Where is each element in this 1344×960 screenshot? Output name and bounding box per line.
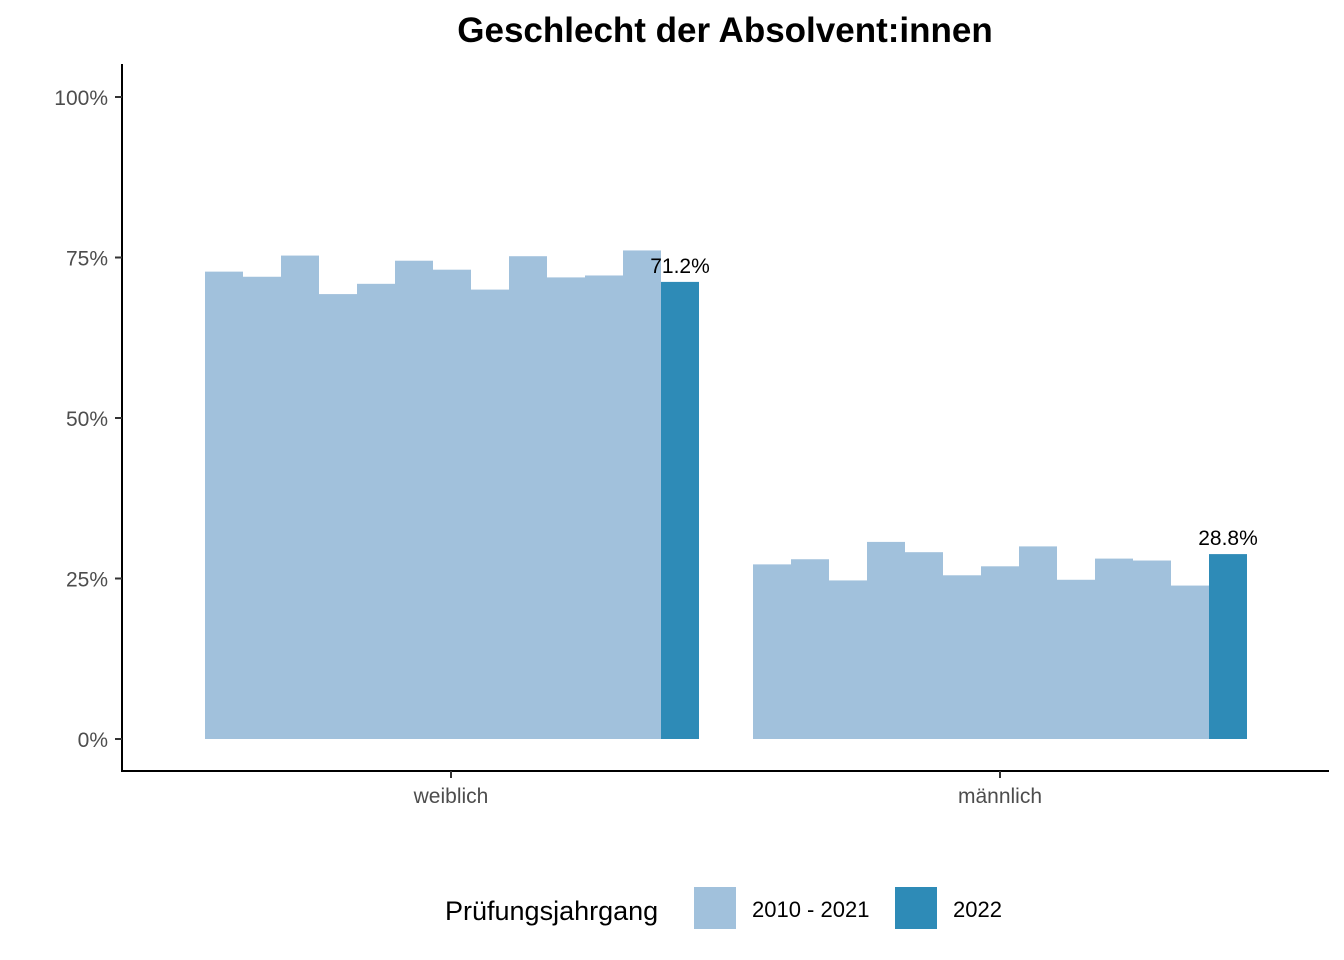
bars: [205, 250, 1247, 740]
bar-weiblich-2022: [661, 281, 699, 739]
legend-label-past: 2010 - 2021: [752, 897, 869, 922]
bar-männlich-2022: [1209, 554, 1247, 739]
bar-weiblich-2011: [243, 276, 281, 739]
legend-title: Prüfungsjahrgang: [445, 896, 658, 926]
legend: Prüfungsjahrgang 2010 - 2021 2022: [445, 887, 1002, 929]
bar-männlich-2013: [867, 541, 905, 739]
bar-weiblich-2019: [547, 277, 585, 739]
bar-weiblich-2012: [281, 255, 319, 739]
bar-weiblich-2010: [205, 271, 243, 739]
y-tick-label: 100%: [54, 87, 108, 110]
y-ticks: 0% 25% 50% 75% 100%: [54, 87, 122, 752]
legend-swatch-current: [895, 887, 937, 929]
bar-männlich-2018: [1057, 579, 1095, 739]
bar-männlich-2014: [905, 552, 943, 739]
chart-title: Geschlecht der Absolvent:innen: [457, 11, 992, 50]
bar-männlich-2020: [1133, 560, 1171, 739]
y-tick-label: 75%: [66, 248, 108, 271]
bar-weiblich-2020: [585, 275, 623, 739]
bar-männlich-2011: [791, 559, 829, 739]
bar-weiblich-2016: [433, 269, 471, 739]
bar-männlich-2010: [753, 564, 791, 739]
legend-label-current: 2022: [953, 897, 1002, 922]
data-labels: 71.2% 28.8%: [650, 255, 1258, 550]
bar-männlich-2017: [1019, 546, 1057, 739]
bar-weiblich-2015: [395, 260, 433, 739]
bar-männlich-2012: [829, 580, 867, 739]
x-tick-label: weiblich: [413, 785, 489, 808]
y-tick-label: 25%: [66, 569, 108, 592]
x-ticks: weiblich männlich: [413, 771, 1042, 808]
legend-swatch-past: [694, 887, 736, 929]
data-label-weiblich: 71.2%: [650, 255, 710, 278]
x-tick-label: männlich: [958, 785, 1042, 808]
data-label-männlich: 28.8%: [1198, 527, 1258, 550]
bar-weiblich-2017: [471, 289, 509, 739]
bar-männlich-2016: [981, 566, 1019, 739]
bar-weiblich-2013: [319, 294, 357, 739]
bar-weiblich-2018: [509, 256, 547, 739]
y-tick-label: 0%: [78, 729, 108, 752]
bar-männlich-2015: [943, 575, 981, 739]
bar-männlich-2019: [1095, 558, 1133, 739]
bar-weiblich-2021: [623, 250, 661, 740]
bar-männlich-2021: [1171, 585, 1209, 739]
bar-weiblich-2014: [357, 283, 395, 739]
y-tick-label: 50%: [66, 408, 108, 431]
